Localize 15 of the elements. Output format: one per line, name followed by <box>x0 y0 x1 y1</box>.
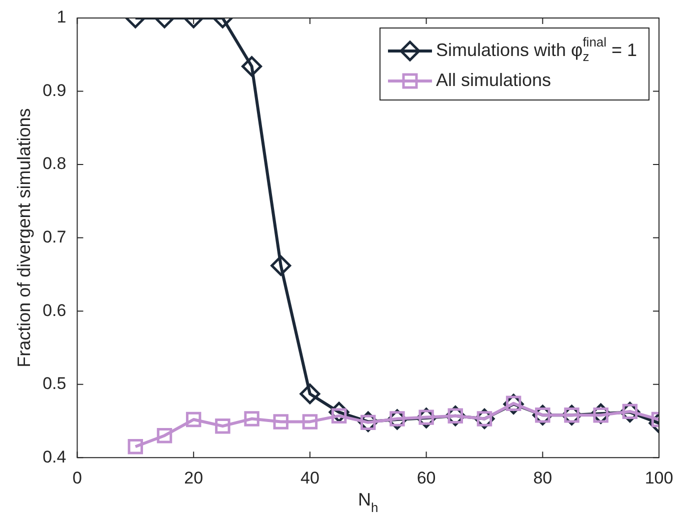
y-tick-label: 0.7 <box>42 227 66 246</box>
legend-label: All simulations <box>436 70 552 90</box>
x-tick-label: 40 <box>300 468 320 488</box>
y-tick-label: 0.8 <box>42 154 66 174</box>
x-tick-label: 20 <box>184 468 204 488</box>
y-tick-label: 1 <box>56 8 66 27</box>
y-tick-label: 0.5 <box>42 374 66 394</box>
x-tick-label: 0 <box>72 468 82 488</box>
y-tick-label: 0.6 <box>42 300 66 320</box>
y-tick-label: 0.9 <box>42 80 66 100</box>
x-tick-label: 60 <box>416 468 436 488</box>
y-axis-title: Fraction of divergent simulations <box>14 108 34 368</box>
x-tick-label: 100 <box>644 468 674 488</box>
x-tick-label: 80 <box>533 468 552 488</box>
y-tick-label: 0.4 <box>42 447 66 466</box>
